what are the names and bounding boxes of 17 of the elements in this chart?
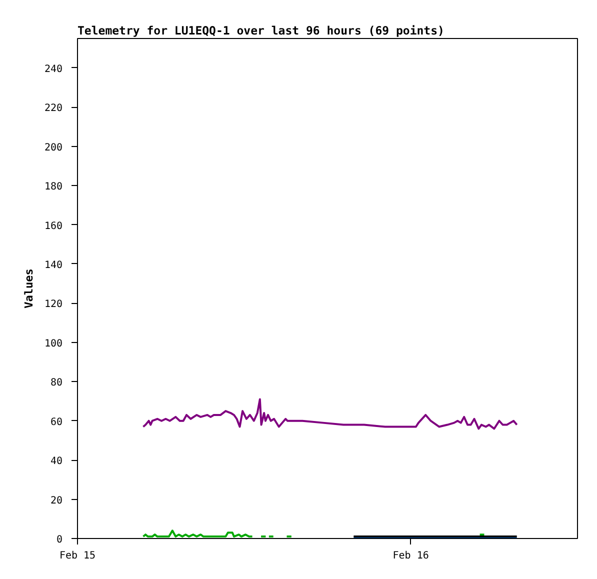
y-tick-label: 20 <box>50 495 63 506</box>
y-tick-label: 140 <box>44 260 62 271</box>
x-tick-label: Feb 15 <box>59 550 96 562</box>
x-tick-label: Feb 16 <box>392 550 429 562</box>
chart-title: Telemetry for LU1EQQ-1 over last 96 hours (69 points) <box>78 24 444 38</box>
y-tick-label: 240 <box>44 64 62 75</box>
y-tick-label: 160 <box>44 220 62 232</box>
y-tick-label: 0 <box>56 534 63 546</box>
y-tick-label: 100 <box>44 338 62 350</box>
y-tick-label: 180 <box>44 182 62 193</box>
y-axis-title: Values <box>22 268 36 308</box>
y-tick-label: 60 <box>50 416 63 428</box>
y-tick-label: 220 <box>44 103 62 114</box>
y-tick-label: 200 <box>44 142 62 154</box>
y-tick-label: 40 <box>50 456 63 468</box>
y-tick-label: 80 <box>50 378 63 389</box>
y-tick-label: 120 <box>44 299 62 310</box>
